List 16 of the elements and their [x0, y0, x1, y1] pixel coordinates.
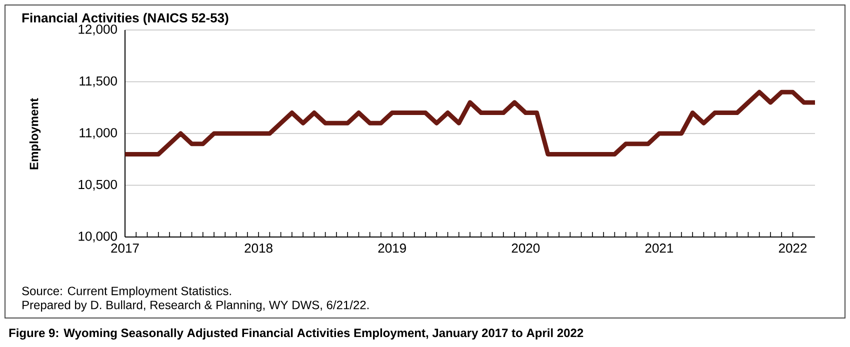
- source-note: Source: Current Employment Statistics.: [22, 286, 231, 298]
- y-tick-label: 11,500: [80, 76, 117, 88]
- caption: Figure 9: Wyoming Seasonally Adjusted Financial Activities Employment, January 2017 to April 2022: [9, 328, 584, 340]
- chart-title: Financial Activities (NAICS 52-53): [22, 12, 228, 26]
- x-tick-label: 2020: [512, 244, 540, 253]
- y-tick-label: 10,500: [78, 180, 117, 191]
- x-tick-label: 2018: [244, 244, 272, 253]
- x-tick-label: 2022: [778, 244, 807, 253]
- text: Prepared by D. Bullard, Research & Planning, WY DWS, 6/21/22.: [22, 300, 369, 312]
- y-axis-title: Employment: [29, 98, 41, 170]
- y-tick-label: 12,000: [78, 24, 117, 36]
- x-tick-label: 2021: [645, 244, 674, 253]
- x-tick-label: 2019: [378, 244, 406, 253]
- y-tick-label: 10,000: [78, 232, 117, 242]
- x-tick-label: 2017: [111, 244, 139, 253]
- y-tick-label: 11,000: [80, 128, 117, 139]
